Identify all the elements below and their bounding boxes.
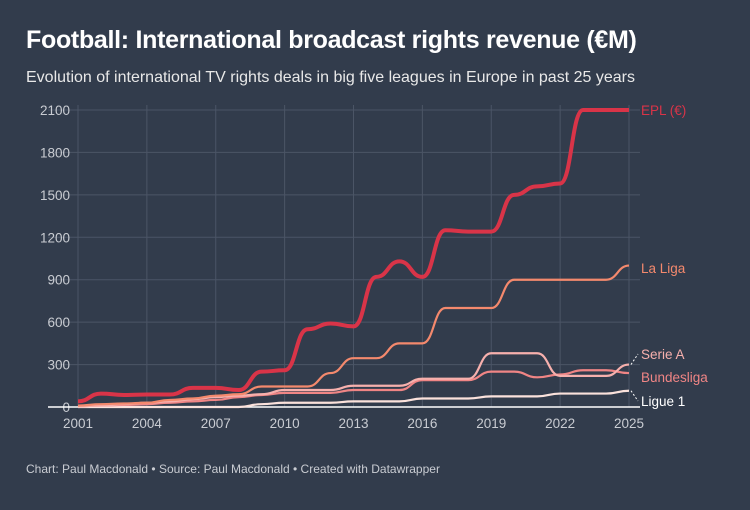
x-tick-label: 2019 (476, 416, 506, 431)
x-tick-label: 2022 (545, 416, 575, 431)
series-line-bundesliga (77, 369, 630, 408)
x-tick-label: 2013 (338, 416, 368, 431)
y-tick-label: 1200 (40, 230, 70, 245)
series-line-serie-a (77, 352, 630, 408)
x-tick-label: 2001 (63, 416, 93, 431)
chart-footer: Chart: Paul Macdonald • Source: Paul Mac… (26, 462, 440, 476)
series-label: EPL (€) (641, 103, 686, 118)
series-line-la-liga (77, 264, 630, 407)
chart-subtitle: Evolution of international TV rights dea… (26, 69, 635, 86)
x-tick-label: 2007 (201, 416, 231, 431)
y-tick-label: 900 (47, 273, 70, 288)
x-tick-label: 2010 (270, 416, 300, 431)
x-tick-label: 2004 (132, 416, 163, 431)
y-tick-label: 1500 (40, 188, 70, 203)
y-tick-label: 600 (47, 315, 70, 330)
series-label: Bundesliga (641, 370, 708, 385)
series-label: Serie A (641, 347, 685, 362)
series-label: Ligue 1 (641, 394, 685, 409)
series-label: La Liga (641, 261, 686, 276)
x-tick-label: 2025 (614, 416, 644, 431)
y-tick-label: 1800 (40, 145, 70, 160)
chart-title: Football: International broadcast rights… (26, 26, 637, 54)
label-leader-line (630, 353, 639, 365)
series-line-ligue-1 (77, 389, 630, 409)
y-tick-label: 300 (47, 358, 70, 373)
x-tick-label: 2016 (407, 416, 437, 431)
label-leader-line (630, 390, 639, 402)
series-line-epl (77, 108, 629, 404)
y-tick-label: 2100 (40, 103, 70, 118)
